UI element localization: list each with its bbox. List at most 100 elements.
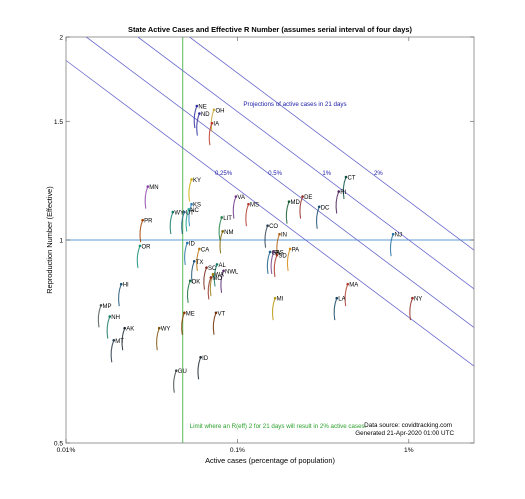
- series-label-47: AK: [126, 327, 134, 333]
- series-label-31: PA: [292, 247, 300, 253]
- series-point-51: [174, 369, 178, 373]
- projection-label-0: 0.25%: [215, 171, 233, 177]
- series-trail-7: [188, 204, 193, 227]
- series-label-16: ID: [189, 241, 196, 247]
- series-label-12: VA: [237, 195, 245, 201]
- series-label-14: LIT: [223, 216, 232, 222]
- series-trail-12: [232, 196, 237, 219]
- series-point-15: [221, 230, 224, 233]
- series-trail-44: [181, 312, 185, 335]
- series-trail-29: [273, 254, 278, 278]
- series-point-39: [335, 296, 339, 300]
- series-trail-47: [121, 327, 126, 351]
- plot-area: 0.25% 0.5% 1% 2% Projections of active cases…: [54, 35, 475, 454]
- series-label-11: PR: [144, 219, 153, 225]
- series-label-40: NY: [414, 297, 422, 303]
- x-tick-label-2: 1%: [404, 447, 414, 454]
- plot-content: [66, 37, 474, 443]
- series-point-35: [344, 175, 348, 179]
- series-label-28: GA: [272, 250, 281, 256]
- series-label-29: SD: [278, 254, 287, 260]
- series-trail-31: [286, 248, 291, 272]
- series-trail-24: [207, 277, 212, 300]
- series-trail-20: [203, 267, 207, 290]
- series-trail-15: [219, 231, 224, 254]
- series-trail-36: [335, 191, 340, 214]
- series-trail-51: [173, 370, 177, 393]
- series-point-31: [288, 247, 292, 251]
- series-label-49: MT: [115, 339, 124, 345]
- series-point-22: [222, 269, 225, 273]
- series-point-4: [146, 185, 150, 188]
- series-label-33: DE: [304, 195, 312, 201]
- series-label-39: LA: [338, 297, 345, 303]
- series-point-11: [141, 218, 144, 222]
- projection-line-1: [86, 37, 474, 329]
- y-tick-label-0: 0.5: [54, 441, 63, 448]
- series-point-23: [211, 272, 215, 276]
- series-point-24: [209, 276, 213, 279]
- series-trail-49: [110, 340, 115, 363]
- series-trail-19: [191, 261, 195, 284]
- series-label-43: MP: [102, 304, 111, 310]
- series-point-34: [317, 205, 321, 209]
- projection-label-1: 0.5%: [268, 171, 282, 177]
- series-point-1: [198, 112, 201, 115]
- series-point-14: [220, 216, 224, 219]
- series-label-37: NJ: [395, 233, 402, 239]
- series-label-25: OK: [192, 279, 201, 285]
- series-label-26: CO: [269, 224, 278, 230]
- series-trail-5: [188, 179, 193, 202]
- series-trail-28: [266, 251, 271, 275]
- series-point-12: [234, 195, 238, 198]
- projection-label-2: 1%: [322, 171, 331, 177]
- series-label-8: NC: [190, 208, 199, 214]
- series-point-3: [210, 121, 214, 125]
- series-point-21: [215, 263, 219, 266]
- series-label-13: MS: [250, 203, 259, 209]
- series-trail-45: [212, 312, 217, 335]
- y-tick-label-3: 2: [59, 35, 63, 42]
- series-label-44: ME: [186, 311, 195, 317]
- series-point-41: [273, 296, 277, 300]
- series-trail-42: [118, 283, 122, 307]
- series-trail-30: [270, 251, 275, 275]
- series-point-10: [183, 210, 186, 214]
- series-trail-17: [136, 245, 141, 269]
- series-label-41: MI: [277, 297, 284, 303]
- series-label-9: WY: [174, 211, 184, 217]
- series-label-1: ND: [201, 112, 210, 118]
- series-label-22: NWL: [225, 269, 239, 275]
- series-trail-0: [193, 105, 198, 129]
- series-label-0: NE: [198, 105, 206, 111]
- series-point-28: [268, 250, 272, 254]
- series-trail-10: [181, 211, 185, 235]
- series-label-23: WA: [214, 273, 223, 279]
- series-label-42: HI: [123, 283, 129, 289]
- series-point-8: [187, 208, 191, 211]
- series-trail-11: [139, 219, 144, 243]
- series-label-35: CT: [347, 176, 355, 182]
- series-point-29: [275, 253, 279, 257]
- series-label-17: OR: [141, 244, 151, 250]
- series-label-46: NH: [111, 315, 120, 321]
- series-point-50: [199, 355, 202, 359]
- series-label-32: MD: [291, 200, 301, 206]
- projection-line-0: [66, 59, 474, 367]
- series-point-26: [266, 224, 269, 228]
- series-point-19: [192, 259, 196, 263]
- series-label-19: TX: [196, 260, 204, 266]
- series-trail-3: [208, 123, 213, 146]
- series-label-34: DC: [321, 205, 330, 211]
- projection-title: Projections of active cases in 21 days: [243, 101, 346, 108]
- series-point-43: [99, 304, 103, 307]
- y-tick-label-1: 1: [59, 238, 63, 245]
- series-trail-13: [245, 204, 249, 227]
- chart-title: State Active Cases and Effective R Numbe…: [128, 25, 412, 34]
- series-point-30: [272, 250, 276, 254]
- series-trail-32: [285, 201, 290, 224]
- series-point-2: [212, 108, 216, 112]
- series-point-38: [346, 282, 350, 286]
- series-label-45: VT: [217, 311, 225, 317]
